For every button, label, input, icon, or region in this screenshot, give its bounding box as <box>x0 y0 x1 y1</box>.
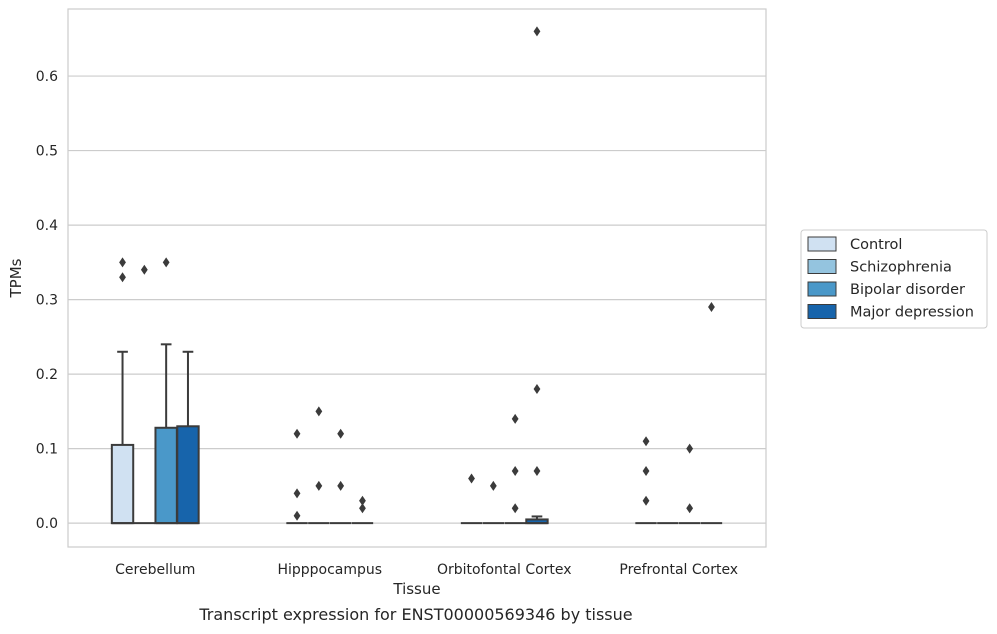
box-bipolar-disorder <box>154 343 178 525</box>
outlier-point <box>642 495 650 506</box>
legend-label: Control <box>850 237 902 253</box>
outlier-point <box>293 428 301 439</box>
y-tick-labels: 0.0 0.1 0.2 0.3 0.4 0.5 0.6 <box>36 69 58 532</box>
chart-caption: Transcript expression for ENST0000056934… <box>199 605 633 624</box>
y-tick-label: 0.1 <box>36 442 58 458</box>
legend: Control Schizophrenia Bipolar disorder Majo… <box>800 229 988 329</box>
outlier-point <box>489 480 497 491</box>
outlier-point <box>533 26 541 37</box>
y-tick-label: 0.4 <box>36 218 58 234</box>
legend-label: Schizophrenia <box>850 260 952 276</box>
legend-swatch <box>807 281 837 297</box>
plot-frame <box>67 8 767 548</box>
y-axis-label: TPMs <box>7 258 25 298</box>
outlier-point <box>533 384 541 395</box>
outlier-point <box>293 488 301 499</box>
outlier-point <box>511 503 519 514</box>
outlier-point <box>686 443 694 454</box>
legend-swatch <box>807 304 837 319</box>
outlier-point <box>359 503 366 514</box>
x-tick-label: Orbitofontal Cortex <box>437 562 572 578</box>
box-major-depression <box>176 350 200 525</box>
outlier-point <box>315 480 323 491</box>
x-tick-labels: Cerebellum Hipppocampus Orbitofontal Corte… <box>115 562 738 578</box>
y-tick-label: 0.3 <box>36 293 58 309</box>
y-tick-label: 0.5 <box>36 144 58 160</box>
x-tick-label: Prefrontal Cortex <box>619 562 738 578</box>
legend-label: Bipolar disorder <box>850 282 965 298</box>
box-control <box>110 350 135 525</box>
x-tick-label: Hipppocampus <box>277 562 382 578</box>
outlier-point <box>119 272 126 283</box>
legend-frame <box>800 229 988 329</box>
outlier-point <box>511 413 519 424</box>
outlier-point <box>468 473 475 484</box>
box-body <box>110 443 135 525</box>
box-body <box>176 425 200 525</box>
y-tick-label: 0.0 <box>36 516 58 532</box>
outlier-point <box>315 406 323 417</box>
x-axis-label: Tissue <box>392 580 440 598</box>
box-major-depression <box>525 515 549 525</box>
x-tick-label: Cerebellum <box>115 562 195 578</box>
outlier-point <box>511 465 519 476</box>
outlier-point <box>642 465 650 476</box>
legend-swatch <box>807 236 837 252</box>
outlier-point <box>293 510 301 521</box>
outlier-point <box>359 495 366 506</box>
box-layer <box>110 343 723 525</box>
outlier-markers <box>119 26 715 521</box>
outlier-point <box>337 428 345 439</box>
outlier-point <box>140 264 148 275</box>
legend-label: Major depression <box>850 305 974 321</box>
outlier-point <box>337 480 345 491</box>
outlier-point <box>162 257 170 268</box>
outlier-point <box>708 302 715 313</box>
outlier-point <box>642 436 650 447</box>
legend-swatch <box>807 259 837 274</box>
y-tick-label: 0.6 <box>36 69 58 85</box>
box-body <box>154 426 178 525</box>
outlier-point <box>533 465 541 476</box>
outlier-point <box>119 257 126 268</box>
outlier-point <box>686 503 694 514</box>
y-tick-label: 0.2 <box>36 367 58 383</box>
